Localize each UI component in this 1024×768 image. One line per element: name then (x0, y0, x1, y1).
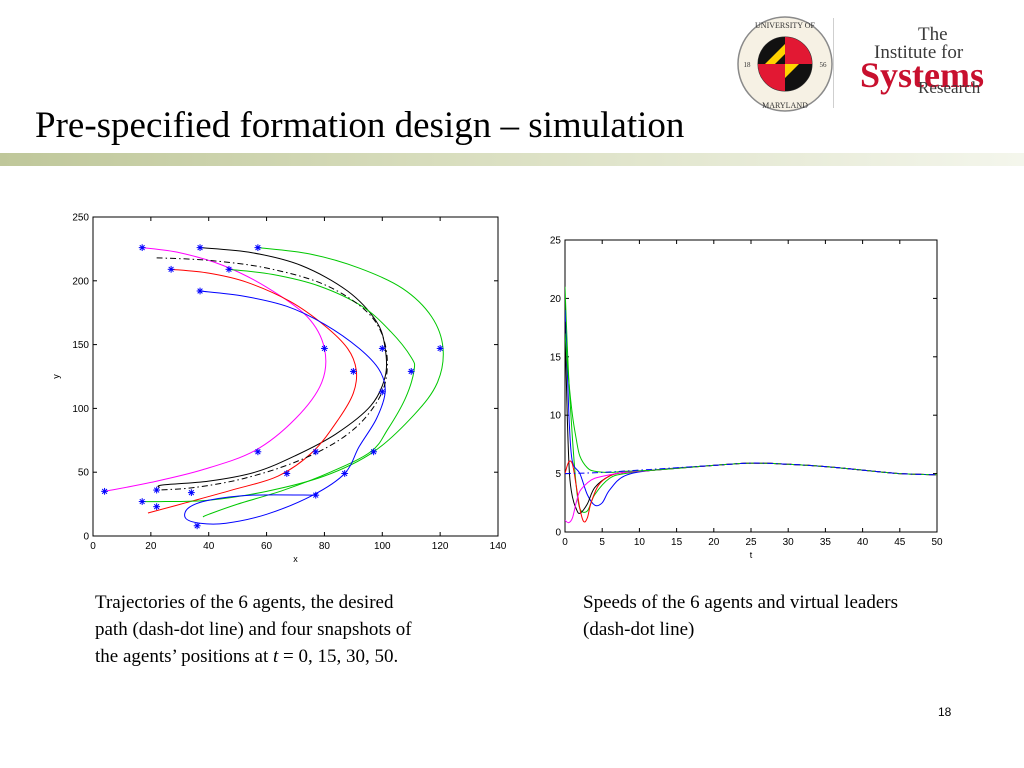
chart1-x-tick-label: 35 (820, 537, 832, 548)
chart0-x-tick-label: 100 (374, 541, 391, 552)
chart1-y-tick-label: 20 (550, 294, 562, 305)
chart0-plot-frame (92, 216, 499, 537)
slide-title: Pre-specified formation design – simulat… (35, 105, 685, 146)
chart1-plot-frame (564, 239, 938, 533)
chart0-snapshot-marker-t30 (341, 470, 349, 477)
isr-logo-line4: Research (918, 78, 981, 97)
svg-text:18: 18 (744, 61, 752, 69)
chart0-snapshot-marker-t0 (138, 244, 146, 252)
chart0-y-tick-label: 250 (72, 213, 89, 224)
chart1-y-tick-label: 15 (550, 352, 562, 363)
chart0-snapshot-marker-t50 (193, 522, 201, 530)
chart0-snapshot-marker-t30 (370, 448, 378, 456)
chart0-x-tick-label: 0 (90, 541, 96, 552)
logo-divider (833, 18, 834, 108)
chart0-x-tick-label: 140 (490, 541, 507, 552)
chart0-y-tick-label: 200 (72, 276, 89, 287)
trajectory-caption-line3-post: = 0, 15, 30, 50. (278, 646, 399, 667)
svg-text:MARYLAND: MARYLAND (762, 101, 808, 110)
chart0-snapshot-marker-t15 (436, 345, 444, 352)
chart0-series-line-3 (147, 268, 358, 514)
chart1-x-axis-label: t (750, 550, 753, 560)
chart1-x-tick-label: 15 (671, 537, 683, 548)
isr-logo-line2: Institute for (874, 42, 964, 63)
trajectory-caption-line1: Trajectories of the 6 agents, the desire… (95, 592, 394, 613)
chart0-snapshot-marker-t30 (283, 470, 291, 477)
chart0-snapshot-marker-t0 (196, 287, 204, 295)
logo-area: UNIVERSITY OF MARYLAND 18 56 (735, 14, 1005, 114)
isr-logo-line1: The (918, 24, 948, 45)
chart0-x-tick-label: 20 (145, 541, 157, 552)
trajectory-chart: 0 20 40 60 80 100 120 140 0 50 100 150 200 250 x y (51, 213, 507, 565)
trajectory-caption-line3-pre: the agents’ positions at (95, 646, 274, 667)
chart0-x-tick-label: 120 (432, 541, 449, 552)
chart0-series-line-1 (104, 247, 327, 492)
chart0-y-tick-label: 150 (72, 340, 89, 351)
chart0-snapshot-marker-t0 (254, 244, 262, 252)
chart1-x-tick-label: 40 (857, 537, 869, 548)
chart0-snapshot-marker-t0 (225, 265, 233, 273)
chart0-y-tick-label: 100 (72, 404, 89, 415)
speed-chart: 0 5 10 15 20 25 30 35 40 45 50 0 5 10 15 20 25 t (550, 236, 943, 561)
chart0-series-line-2 (157, 247, 388, 489)
chart0-snapshot-marker-t50 (138, 498, 146, 505)
isr-logo-line3: Systems (860, 55, 984, 95)
chart0-series-line-7 (156, 257, 388, 491)
chart0-snapshot-marker-t15 (321, 345, 328, 352)
chart0-snapshot-marker-t50 (101, 487, 108, 495)
chart0-y-tick-label: 0 (83, 532, 89, 543)
chart1-series-line-7 (565, 462, 937, 476)
chart0-snapshot-marker-t30 (312, 448, 320, 456)
svg-text:UNIVERSITY OF: UNIVERSITY OF (755, 21, 815, 30)
chart0-y-tick-label: 50 (78, 468, 90, 479)
chart0-snapshot-marker-t50 (187, 489, 195, 497)
chart0-snapshot-marker-t50 (153, 503, 161, 511)
speed-caption-line1: Speeds of the 6 agents and virtual leade… (583, 592, 898, 613)
chart1-x-tick-label: 45 (894, 537, 906, 548)
isr-logo: The Institute for Systems Research (858, 24, 1004, 100)
chart0-snapshot-marker-t15 (349, 367, 357, 375)
chart1-x-tick-label: 0 (562, 537, 568, 548)
chart0-snapshot-marker-t15 (407, 367, 415, 375)
chart1-x-tick-label: 25 (745, 537, 757, 548)
chart0-x-tick-label: 60 (261, 541, 273, 552)
umd-seal-logo: UNIVERSITY OF MARYLAND 18 56 (737, 16, 833, 112)
chart1-x-tick-label: 50 (931, 537, 943, 548)
chart0-snapshot-marker-t50 (153, 486, 161, 494)
chart1-x-tick-label: 5 (599, 537, 605, 548)
chart0-snapshot-marker-t0 (167, 265, 175, 273)
trajectory-caption: Trajectories of the 6 agents, the desire… (95, 589, 515, 670)
chart0-series-line-5 (202, 268, 416, 518)
chart0-snapshot-marker-t15 (378, 345, 386, 352)
chart1-y-tick-label: 5 (555, 469, 561, 480)
chart0-y-axis-label: y (51, 374, 61, 379)
trajectory-caption-variable: t (273, 646, 279, 667)
speed-caption: Speeds of the 6 agents and virtual leade… (583, 589, 1003, 643)
trajectory-caption-line2: path (dash-dot line) and four snapshots … (95, 619, 412, 640)
chart1-y-tick-label: 25 (550, 236, 562, 247)
speed-caption-line2: (dash-dot line) (583, 619, 695, 640)
chart0-snapshot-marker-t30 (254, 448, 262, 456)
title-accent-bar (0, 153, 1024, 166)
chart0-x-tick-label: 40 (203, 541, 215, 552)
chart0-snapshot-marker-t15 (378, 388, 386, 396)
svg-text:56: 56 (820, 61, 828, 69)
chart1-x-tick-label: 10 (634, 537, 646, 548)
chart0-x-tick-label: 80 (319, 541, 331, 552)
page-number: 18 (938, 705, 952, 719)
chart0-snapshot-marker-t30 (312, 491, 320, 499)
chart1-y-tick-label: 0 (555, 528, 561, 539)
chart0-x-axis-label: x (293, 554, 298, 564)
chart1-x-tick-label: 30 (783, 537, 795, 548)
chart1-y-tick-label: 10 (550, 411, 562, 422)
chart1-x-tick-label: 20 (708, 537, 720, 548)
chart0-snapshot-marker-t0 (196, 244, 204, 252)
